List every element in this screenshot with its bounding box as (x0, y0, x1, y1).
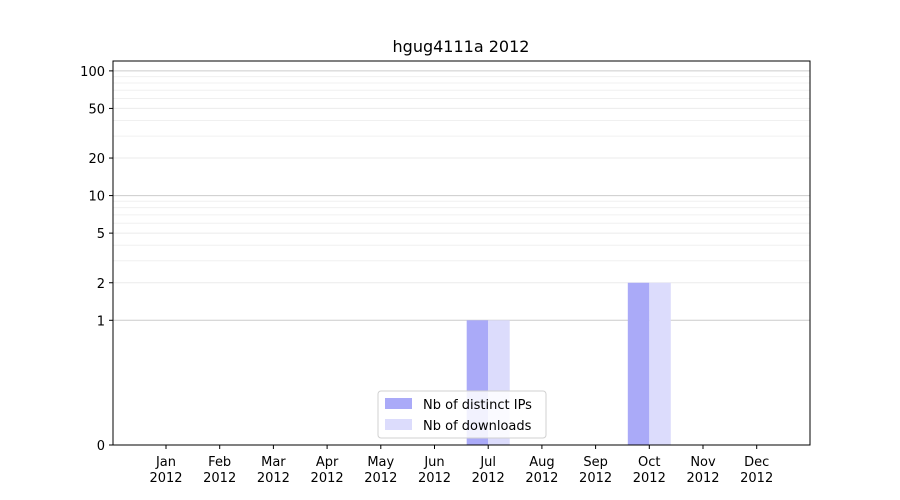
y-axis: 0 1 2 5 10 20 50 100 (80, 65, 113, 454)
legend-label: Nb of distinct IPs (423, 398, 532, 413)
x-tick-label-month: Jan (155, 455, 176, 470)
grid (113, 70, 810, 321)
legend-swatch (385, 419, 412, 430)
chart-title: hgug4111a 2012 (393, 37, 530, 56)
x-tick-label-year: 2012 (149, 471, 182, 486)
x-tick-label-month: Mar (261, 455, 286, 470)
plot-frame (112, 60, 811, 446)
legend-swatch (385, 398, 412, 409)
bar-downloads (649, 282, 671, 445)
y-tick-label: 50 (88, 102, 105, 117)
x-axis: Jan2012Feb2012Mar2012Apr2012May2012Jun20… (149, 445, 773, 486)
y-tick-label: 5 (97, 227, 105, 242)
x-tick-label-year: 2012 (686, 471, 719, 486)
x-tick-label-month: May (367, 455, 394, 470)
x-tick-label-year: 2012 (579, 471, 612, 486)
y-tick-label: 20 (88, 152, 105, 167)
x-tick-label-month: Jul (479, 455, 496, 470)
x-tick-label-year: 2012 (472, 471, 505, 486)
x-tick-label-month: Dec (744, 455, 769, 470)
x-tick-label-year: 2012 (203, 471, 236, 486)
legend-label: Nb of downloads (423, 419, 532, 434)
x-tick-label-year: 2012 (418, 471, 451, 486)
x-tick-label-year: 2012 (364, 471, 397, 486)
y-tick-label: 10 (88, 190, 105, 205)
x-tick-label-month: Feb (208, 455, 231, 470)
y-tick-label: 2 (97, 277, 105, 292)
x-tick-label-year: 2012 (525, 471, 558, 486)
legend-box (377, 390, 547, 439)
x-tick-label-month: Nov (690, 455, 716, 470)
y-tick-label: 100 (80, 65, 105, 80)
x-tick-label-month: Aug (529, 455, 554, 470)
y-tick-label: 0 (97, 439, 105, 454)
x-tick-label-year: 2012 (257, 471, 290, 486)
legend: Nb of distinct IPs Nb of downloads (377, 390, 547, 439)
x-tick-label-year: 2012 (311, 471, 344, 486)
bar-distinct-ips (627, 282, 650, 445)
x-tick-label-month: Oct (638, 455, 660, 470)
x-tick-label-month: Jun (423, 455, 444, 470)
x-tick-label-year: 2012 (740, 471, 773, 486)
y-tick-label: 1 (97, 314, 105, 329)
x-tick-label-month: Apr (316, 455, 339, 470)
x-tick-label-month: Sep (583, 455, 608, 470)
x-tick-label-year: 2012 (633, 471, 666, 486)
